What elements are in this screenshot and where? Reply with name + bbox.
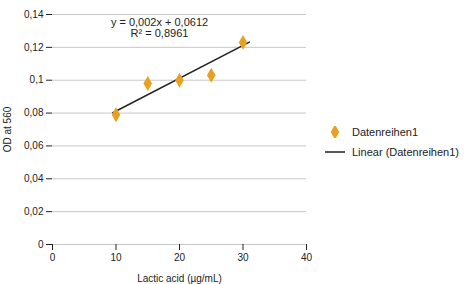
svg-text:20: 20 — [174, 252, 186, 263]
svg-text:0,02: 0,02 — [24, 206, 44, 217]
svg-text:30: 30 — [237, 252, 249, 263]
html-text:Datenreihen1: Datenreihen1 — [352, 126, 419, 138]
svg-text:10: 10 — [110, 252, 122, 263]
svg-text:Lactic acid (µg/mL): Lactic acid (µg/mL) — [137, 273, 222, 284]
svg-text:0: 0 — [50, 252, 56, 263]
svg-text:0,14: 0,14 — [24, 9, 44, 20]
svg-text:0: 0 — [38, 239, 44, 250]
svg-text:y = 0,002x + 0,0612R² = 0,8961: y = 0,002x + 0,0612R² = 0,8961 — [111, 16, 208, 39]
svg-text:0,08: 0,08 — [24, 107, 44, 118]
html-text:Linear (Datenreihen1): Linear (Datenreihen1) — [352, 146, 459, 158]
svg-text:0,06: 0,06 — [24, 140, 44, 151]
svg-text:0,12: 0,12 — [24, 42, 44, 53]
svg-text:0,04: 0,04 — [24, 173, 44, 184]
svg-text:OD at 560: OD at 560 — [2, 106, 13, 152]
svg-text:40: 40 — [301, 252, 313, 263]
svg-text:0,1: 0,1 — [30, 74, 44, 85]
